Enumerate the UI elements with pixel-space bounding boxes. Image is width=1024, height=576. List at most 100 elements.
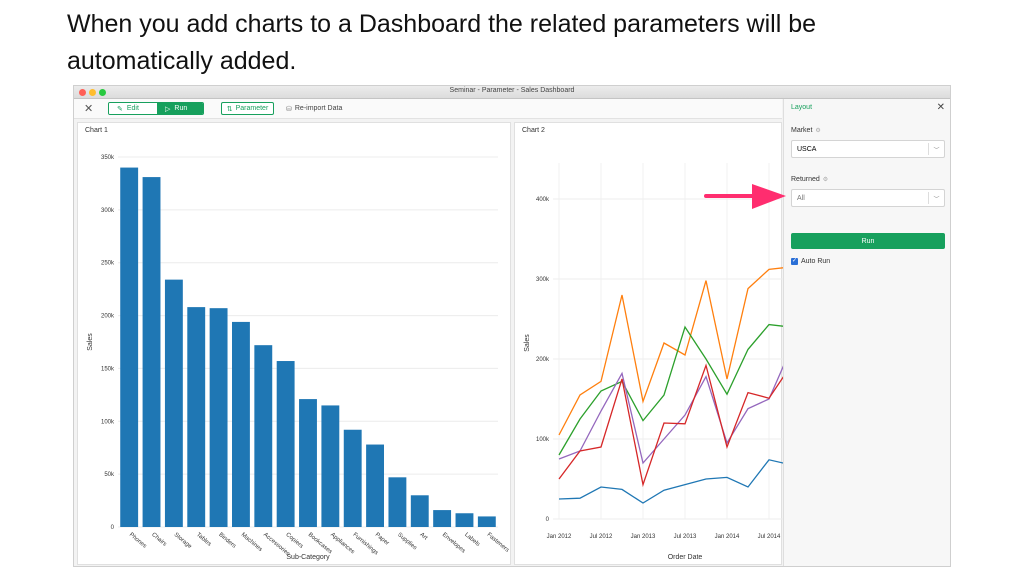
- line-chart: 0 100k 200k 300k 400k Jan 2012 Jul 2012 Jan 201…: [524, 163, 783, 561]
- bar-appliances: [321, 405, 340, 527]
- x-tick-label: Jul 2012: [590, 534, 613, 540]
- parameter-label: Parameter: [235, 105, 269, 112]
- title-bar: Seminar - Parameter - Sales Dashboard: [74, 86, 950, 99]
- x-tick-label: Supplies: [396, 532, 417, 551]
- y-tick-label: 300k: [536, 277, 550, 283]
- y-tick-label: 250k: [101, 261, 115, 267]
- sliders-icon: ⇅: [226, 105, 233, 113]
- chart-2-panel: Chart 2 0 100k 200k 300k 400k Jan 2012 Jul 201…: [514, 122, 783, 565]
- y-tick-label: 200k: [101, 314, 115, 320]
- x-tick-label: Fasteners: [486, 532, 510, 554]
- reimport-data-button[interactable]: ⛁ Re-import Data: [286, 102, 342, 115]
- parameter-button[interactable]: ⇅ Parameter: [221, 102, 274, 115]
- x-tick-label: Envelopes: [441, 532, 466, 555]
- gear-icon[interactable]: ⚙: [815, 128, 821, 134]
- bar-supplies: [388, 477, 407, 527]
- run-button[interactable]: Run: [791, 233, 945, 249]
- series-line-3: [558, 365, 783, 465]
- bar-storage: [164, 279, 183, 527]
- market-label: Market: [791, 127, 813, 134]
- close-icon[interactable]: ✕: [84, 103, 94, 115]
- toolbar: ✕ ✎ Edit ▷ Run ⇅ Parameter ⛁ Re-import D…: [74, 99, 782, 119]
- y-tick-label: 0: [111, 525, 115, 531]
- returned-select[interactable]: All ﹀: [791, 189, 945, 207]
- bar-bookcases: [299, 399, 317, 527]
- auto-run-label: Auto Run: [801, 258, 831, 265]
- returned-value: All: [797, 194, 805, 202]
- y-tick-label: 400k: [536, 197, 550, 203]
- bar-art: [410, 495, 429, 527]
- y-tick-label: 0: [546, 517, 550, 523]
- y-tick-label: 50k: [104, 472, 115, 478]
- bar-fasteners: [477, 516, 496, 527]
- series-line-4: [558, 363, 783, 488]
- sidebar-title: Layout: [791, 104, 813, 111]
- x-tick-label: Binders: [217, 532, 236, 550]
- gear-icon[interactable]: ⚙: [822, 177, 829, 183]
- chevron-down-icon: ﹀: [928, 143, 944, 155]
- series-line-5: [558, 459, 783, 504]
- arrow-right-icon: [704, 184, 786, 209]
- chart-2-title: Chart 2: [522, 127, 545, 134]
- x-tick-label: Jan 2014: [715, 534, 740, 540]
- bar-chart: 0 50k 100k 150k 200k 250k 300k 350k Phones Chairs…: [87, 155, 510, 561]
- x-tick-label: Jul 2014: [758, 534, 781, 540]
- slide-caption: When you add charts to a Dashboard the r…: [67, 10, 817, 75]
- bar-phones: [120, 167, 139, 528]
- run-mode-button[interactable]: ▷ Run: [157, 103, 203, 114]
- bar-binders: [209, 308, 228, 527]
- x-tick-label: Storage: [173, 532, 193, 551]
- run-label: Run: [174, 105, 188, 112]
- x-tick-label: Paper: [374, 532, 390, 547]
- chart-1-title: Chart 1: [85, 127, 108, 134]
- x-tick-label: Jan 2012: [547, 534, 572, 540]
- y-tick-label: 300k: [101, 208, 115, 214]
- edit-button[interactable]: ✎ Edit: [109, 103, 157, 114]
- auto-run-row: ✓ Auto Run: [791, 258, 830, 265]
- x-tick-label: Machines: [240, 532, 264, 553]
- y-tick-label: 100k: [536, 437, 550, 443]
- x-axis-label: Order Date: [668, 554, 703, 561]
- play-icon: ▷: [165, 105, 171, 113]
- close-window-button[interactable]: [79, 89, 86, 96]
- run-button-label: Run: [861, 237, 875, 245]
- bar-machines: [232, 321, 250, 527]
- bar-furnishings: [343, 429, 362, 527]
- maximize-window-button[interactable]: [99, 89, 106, 96]
- minimize-window-button[interactable]: [89, 89, 96, 96]
- market-value: USCA: [797, 145, 817, 153]
- chart-1-panel: Chart 1 0 50k 100k 150k 200k 250k 300k 350k Phon…: [77, 122, 511, 565]
- x-tick-label: Tables: [195, 532, 212, 548]
- y-axis-label: Sales: [524, 334, 531, 352]
- market-label-row: Market ⚙: [791, 127, 821, 134]
- x-tick-label: Jul 2013: [674, 534, 697, 540]
- close-icon[interactable]: ✕: [936, 102, 945, 113]
- auto-run-checkbox[interactable]: ✓: [791, 258, 798, 265]
- x-tick-label: Copiers: [284, 532, 304, 550]
- x-axis-label: Sub-Category: [286, 554, 330, 561]
- layout-sidebar: Layout ✕ Market ⚙ USCA ﹀ Returned ⚙ All ﹀ …: [783, 99, 950, 566]
- y-tick-label: 200k: [536, 357, 550, 363]
- reimport-label: Re-import Data: [294, 105, 343, 112]
- bar-chairs: [142, 177, 161, 528]
- x-tick-label: Jan 2013: [631, 534, 656, 540]
- series-line-1: [558, 267, 783, 436]
- chevron-down-icon: ﹀: [928, 192, 944, 204]
- edit-icon: ✎: [117, 105, 123, 113]
- window-title: Seminar - Parameter - Sales Dashboard: [449, 87, 575, 94]
- market-select[interactable]: USCA ﹀: [791, 140, 945, 158]
- y-axis-label: Sales: [87, 333, 94, 351]
- bar-labels: [455, 513, 474, 527]
- x-tick-label: Labels: [463, 532, 480, 548]
- returned-label-row: Returned ⚙: [791, 176, 828, 183]
- bar-tables: [187, 307, 206, 527]
- y-tick-label: 150k: [101, 366, 115, 372]
- x-tick-label: Phones: [128, 532, 147, 550]
- y-tick-label: 100k: [101, 419, 115, 425]
- mode-toggle: ✎ Edit ▷ Run: [108, 102, 204, 115]
- x-tick-label: Art: [418, 532, 428, 542]
- bar-paper: [366, 444, 384, 527]
- bar-copiers: [276, 361, 295, 527]
- bar-envelopes: [433, 510, 452, 527]
- y-tick-label: 350k: [101, 155, 115, 161]
